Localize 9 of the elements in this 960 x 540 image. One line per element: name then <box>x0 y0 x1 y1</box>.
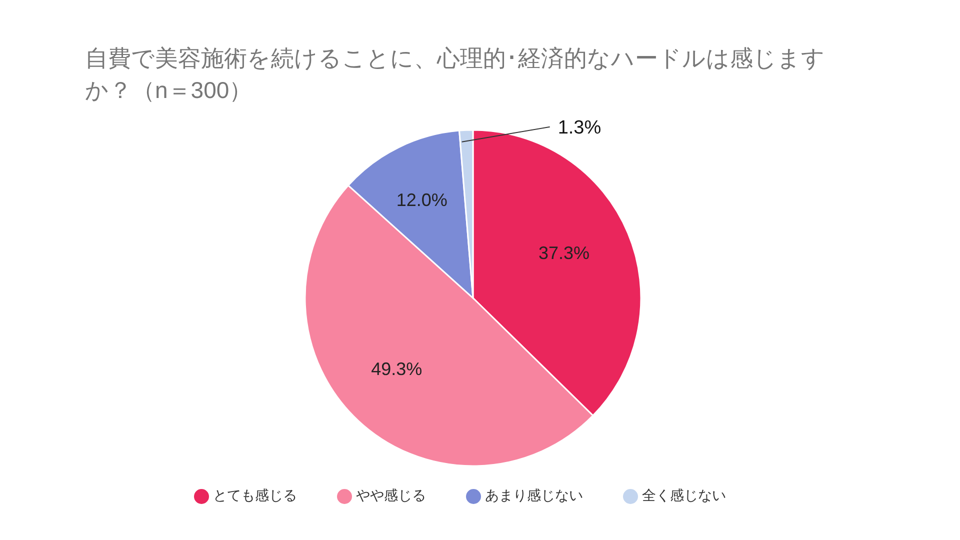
data-label: 1.3% <box>558 118 602 139</box>
legend-label: 全く感じない <box>642 487 726 503</box>
data-label: 49.3% <box>371 359 422 380</box>
legend-label: とても感じる <box>213 487 297 503</box>
chart-title: 自費で美容施術を続けることに、心理的･経済的なハードルは感じますか？（n＝300） <box>85 44 826 105</box>
data-label: 37.3% <box>538 242 590 263</box>
data-label: 12.0% <box>396 190 448 210</box>
legend-label: あまり感じない <box>485 487 583 503</box>
legend-label: やや感じる <box>356 487 426 503</box>
